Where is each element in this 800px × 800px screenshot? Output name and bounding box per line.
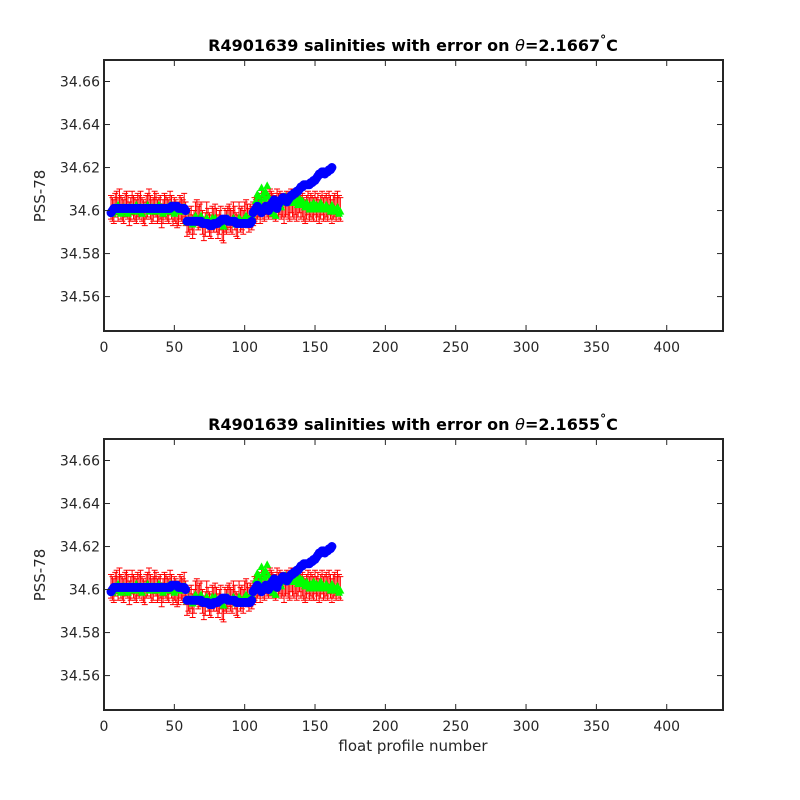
x-tick-label: 350 (583, 340, 610, 356)
triangle-point (170, 588, 179, 596)
triangle-point (257, 183, 266, 191)
y-tick-label: 34.58 (60, 626, 100, 642)
bottom-title-prefix: R4901639 salinities with error on (208, 415, 515, 434)
y-tick-label: 34.66 (60, 75, 100, 91)
bottom-x-axis-label: float profile number (338, 737, 488, 755)
triangle-point (271, 590, 280, 598)
triangle-point (333, 202, 342, 211)
y-tick-label: 34.64 (60, 497, 100, 513)
circle-point (247, 595, 257, 605)
triangle-point (260, 573, 269, 581)
top-series-circles (106, 163, 337, 231)
x-tick-label: 250 (442, 719, 469, 735)
x-tick-label: 400 (653, 719, 680, 735)
x-tick-label: 200 (372, 340, 399, 356)
y-tick-label: 34.62 (60, 161, 100, 177)
circle-point (247, 216, 257, 226)
circle-point (181, 206, 191, 216)
circle-point (327, 542, 337, 552)
x-tick-label: 100 (231, 340, 258, 356)
top-title-prefix: R4901639 salinities with error on (208, 36, 515, 55)
bottom-chart-panel: R4901639 salinities with error on θ=2.16… (31, 412, 724, 755)
y-tick-label: 34.6 (69, 204, 100, 220)
top-axes-background (104, 60, 723, 331)
x-tick-label: 0 (100, 719, 109, 735)
triangle-point (315, 583, 324, 592)
bottom-plot-area: 0 50 100 150 200 250 300 350 400 34.56 34.58 34.6 34… (60, 438, 724, 735)
triangle-point (260, 194, 269, 202)
x-tick-label: 200 (372, 719, 399, 735)
y-tick-label: 34.64 (60, 118, 100, 134)
triangle-point (336, 207, 345, 215)
triangle-point (263, 560, 272, 568)
y-tick-label: 34.56 (60, 290, 100, 306)
x-tick-label: 150 (302, 719, 329, 735)
y-tick-label: 34.58 (60, 247, 100, 263)
top-chart-title: R4901639 salinities with error on θ=2.16… (208, 33, 618, 55)
triangle-point (123, 588, 132, 596)
triangle-point (254, 571, 263, 579)
triangle-point (326, 207, 335, 215)
top-title-value: =2.1667 (525, 36, 600, 55)
top-title-unit: C (606, 36, 618, 55)
bottom-axes-background (104, 439, 723, 710)
triangle-point (254, 192, 263, 200)
triangle-point (137, 209, 146, 217)
top-chart-panel: R4901639 salinities with error on θ=2.16… (31, 33, 724, 356)
triangle-point (336, 586, 345, 594)
triangle-point (219, 601, 228, 609)
x-tick-label: 0 (100, 340, 109, 356)
bottom-title-unit: C (606, 415, 618, 434)
y-tick-label: 34.66 (60, 454, 100, 470)
x-tick-label: 50 (165, 719, 183, 735)
triangle-point (257, 562, 266, 570)
x-tick-label: 100 (231, 719, 258, 735)
bottom-y-axis-label: PSS-78 (31, 549, 49, 602)
x-tick-label: 300 (513, 719, 540, 735)
bottom-title-degree: ° (600, 412, 606, 426)
bottom-title-theta: θ (515, 415, 525, 434)
triangle-point (123, 209, 132, 217)
top-title-theta: θ (515, 36, 525, 55)
bottom-chart-title: R4901639 salinities with error on θ=2.16… (208, 412, 618, 434)
top-ticks: 0 50 100 150 200 250 300 350 400 34.56 34.58 34.6 34… (60, 60, 723, 356)
triangle-point (326, 586, 335, 594)
triangle-point (170, 209, 179, 217)
bottom-ticks: 0 50 100 150 200 250 300 350 400 34.56 34.58 34.6 34… (60, 439, 723, 735)
triangle-point (315, 204, 324, 213)
triangle-point (219, 222, 228, 230)
triangle-point (261, 187, 270, 196)
triangle-point (261, 566, 270, 575)
triangle-point (271, 211, 280, 219)
x-tick-label: 150 (302, 340, 329, 356)
bottom-axes-frame (103, 438, 724, 711)
x-tick-label: 50 (165, 340, 183, 356)
top-title-degree: ° (600, 33, 606, 47)
circle-point (181, 585, 191, 595)
x-tick-label: 400 (653, 340, 680, 356)
top-y-axis-label: PSS-78 (31, 170, 49, 223)
top-axes-frame (103, 59, 724, 332)
y-tick-label: 34.62 (60, 540, 100, 556)
x-tick-label: 300 (513, 340, 540, 356)
circle-point (327, 163, 337, 173)
y-tick-label: 34.6 (69, 583, 100, 599)
triangle-point (137, 588, 146, 596)
triangle-point (263, 181, 272, 189)
x-tick-label: 250 (442, 340, 469, 356)
x-tick-label: 350 (583, 719, 610, 735)
bottom-series-circles (106, 542, 337, 610)
bottom-title-value: =2.1655 (525, 415, 600, 434)
top-plot-area: 0 50 100 150 200 250 300 350 400 34.56 34.58 34.6 34… (60, 59, 724, 356)
y-tick-label: 34.56 (60, 669, 100, 685)
triangle-point (333, 581, 342, 590)
